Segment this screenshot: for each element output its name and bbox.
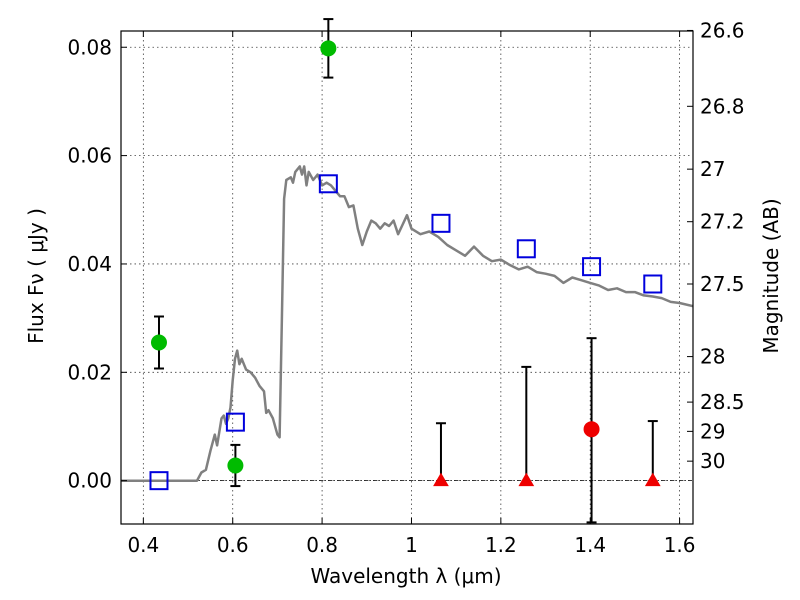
y-right-axis-title: Magnitude (AB) [759,198,783,353]
y-tick-label: 0.06 [67,144,112,168]
model-photometry-square [431,213,451,233]
y-right-tick-label: 26.8 [700,94,745,118]
plot-frame [120,30,694,525]
nondetection-point [583,421,600,438]
detection-point [227,457,244,474]
x-tick-label: 1.6 [664,533,696,557]
x-tick-label: 0.8 [306,533,338,557]
detection-point [150,334,167,351]
x-tick-label: 1 [405,533,418,557]
model-photometry-square [225,412,245,432]
y-tick-label: 0.02 [67,360,112,384]
y-right-tick-label: 27.2 [700,210,745,234]
y-right-tick-label: 28.5 [700,390,745,414]
series-layer [121,165,693,482]
nondetection-triangle [644,472,661,487]
y-right-tick-label: 27.5 [700,272,745,296]
x-axis-title: Wavelength λ (μm) [310,564,501,588]
model-photometry-square [643,274,663,294]
grid-layer [121,31,693,524]
y-right-tick-label: 26.6 [700,18,745,42]
tick-layer: 0.4 0.6 0.8 1 1.2 1.4 1.6 0.00 0.02 0.04 0.06 0.08 2… [67,18,744,557]
model-photometry-square [149,471,169,491]
model-photometry-square [582,257,602,277]
y-right-tick-label: 30 [700,449,725,473]
model-photometry-square [516,239,536,259]
y-right-tick-label: 29 [700,419,725,443]
model-spectrum-line [121,165,693,482]
model-photometry-square [318,174,338,194]
x-tick-label: 1.4 [574,533,606,557]
y-tick-label: 0.00 [67,469,112,493]
y-axis-title: Flux Fν ( μJy ) [24,208,48,344]
nondetection-triangle [433,472,449,487]
nondetection-triangle [518,472,535,487]
y-tick-label: 0.08 [67,35,112,59]
y-right-tick-label: 27 [700,157,725,181]
x-tick-label: 0.4 [127,533,159,557]
x-tick-label: 1.2 [485,533,517,557]
detection-point [320,40,337,57]
x-tick-label: 0.6 [217,533,249,557]
y-tick-label: 0.04 [67,252,112,276]
y-right-tick-label: 28 [700,345,725,369]
marker-layer [149,18,663,524]
